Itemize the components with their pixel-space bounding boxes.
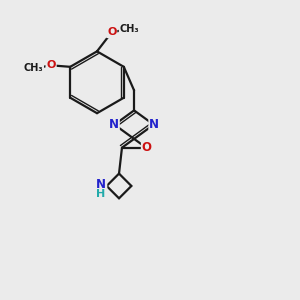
Text: N: N bbox=[149, 118, 159, 131]
Text: O: O bbox=[46, 60, 56, 70]
Text: CH₃: CH₃ bbox=[120, 24, 139, 34]
Text: H: H bbox=[96, 189, 105, 199]
Text: O: O bbox=[142, 141, 152, 154]
Text: O: O bbox=[107, 27, 116, 37]
Text: N: N bbox=[109, 118, 119, 131]
Text: CH₃: CH₃ bbox=[24, 63, 43, 73]
Text: N: N bbox=[96, 178, 106, 191]
